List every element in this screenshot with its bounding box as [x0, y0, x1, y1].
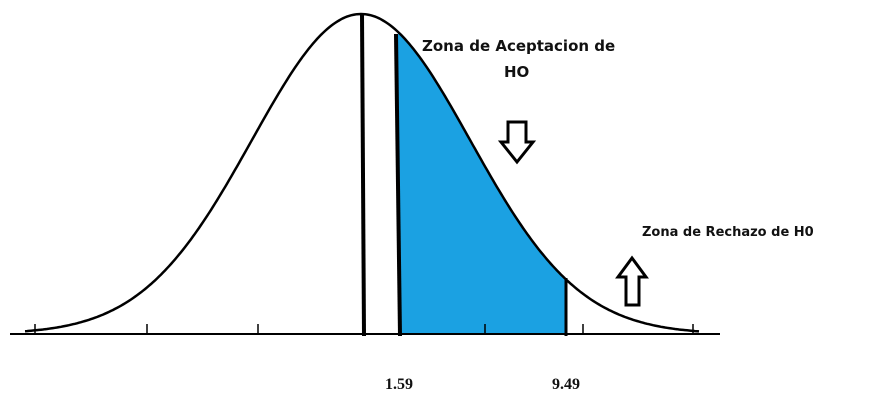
acceptance-label: Zona de Aceptacion de — [422, 37, 615, 55]
value-label: 9.49 — [552, 376, 580, 393]
center-line — [360, 13, 366, 337]
ticks — [34, 324, 694, 334]
down-arrow — [497, 120, 537, 165]
acceptance-label: HO — [504, 63, 529, 81]
up-arrow — [615, 255, 649, 307]
lower-limit-line — [394, 33, 402, 337]
acceptance-area — [398, 31, 566, 335]
value-label: 1.59 — [385, 376, 413, 393]
rejection-label: Zona de Rechazo de H0 — [642, 225, 814, 240]
